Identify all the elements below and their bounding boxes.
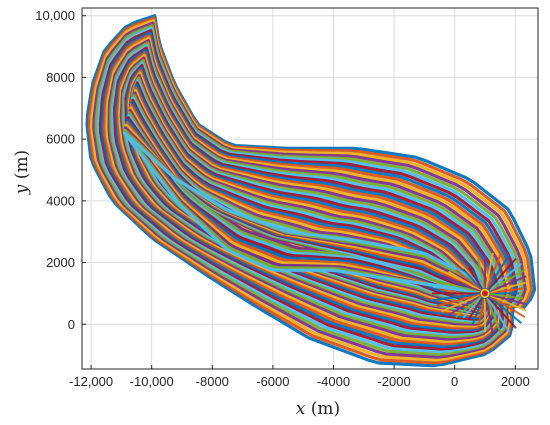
x-axis-unit: (m) (305, 399, 340, 419)
x-tick-label: 2000 (501, 374, 530, 389)
target-point-marker (479, 288, 491, 299)
y-tick-label: 2000 (46, 255, 75, 270)
converging-ray (483, 293, 494, 335)
trajectory-line (103, 34, 513, 346)
x-tick-label: -2000 (377, 374, 410, 389)
converging-ray (484, 292, 517, 329)
y-tick-label: 8000 (46, 70, 75, 85)
trajectory-line (87, 16, 533, 365)
trajectory-line (92, 21, 527, 359)
trajectory-line (98, 29, 519, 351)
x-tick-label: -12,000 (69, 374, 113, 389)
axes-frame (81, 7, 539, 370)
trajectory-line (85, 14, 537, 368)
converging-ray (447, 292, 486, 316)
y-axis-unit: (m) (12, 150, 32, 185)
trajectory-line (89, 19, 530, 362)
x-axis-ticks: -12,000 -10,000 -8000 -6000 -4000 -2000 0 2000 (69, 365, 530, 389)
converging-ray (441, 292, 486, 313)
y-tick-label: 10,000 (35, 8, 75, 23)
converging-ray (484, 292, 523, 324)
converging-ray (432, 285, 486, 295)
converging-ray (484, 292, 510, 333)
converging-ray (484, 257, 517, 295)
converging-ray (484, 252, 503, 294)
converging-ray (484, 262, 523, 295)
converging-ray (477, 257, 486, 294)
y-tick-label: 4000 (46, 193, 75, 208)
converging-ray (484, 292, 526, 318)
trajectory-line (101, 31, 516, 349)
x-tick-label: -10,000 (130, 374, 174, 389)
y-axis-var: y (12, 184, 32, 195)
converging-ray (436, 292, 486, 308)
converging-ray (484, 292, 524, 300)
converging-ray (432, 292, 486, 302)
converging-ray (471, 293, 486, 325)
x-tick-label: -4000 (317, 374, 350, 389)
x-axis-label: x (m) (296, 399, 340, 419)
x-tick-label: -8000 (196, 374, 229, 389)
x-tick-label: 0 (451, 374, 458, 389)
trajectory-series (85, 14, 537, 368)
y-tick-label: 6000 (46, 132, 75, 147)
target-dot (481, 290, 488, 297)
trajectory-line (107, 39, 508, 341)
converging-ray (441, 274, 486, 295)
x-tick-label: -6000 (256, 374, 289, 389)
converging-ray (484, 254, 510, 294)
trajectory-line (94, 24, 524, 356)
converging-ray (484, 268, 526, 295)
converging-ray (477, 293, 486, 329)
trajectory-line (109, 41, 505, 339)
trajectory-line (96, 26, 521, 354)
trajectory-line (111, 44, 503, 336)
y-axis-label: y (m) (12, 150, 32, 195)
converging-ray (484, 292, 527, 312)
x-axis-var: x (296, 399, 306, 419)
trajectory-line (105, 36, 510, 344)
converging-ray (484, 293, 503, 335)
converging-ray (483, 252, 494, 294)
converging-ray (436, 279, 486, 295)
converging-ray (484, 275, 527, 295)
y-tick-label: 0 (68, 317, 75, 332)
y-axis-ticks: 0 2000 4000 6000 8000 10,000 (35, 8, 86, 332)
